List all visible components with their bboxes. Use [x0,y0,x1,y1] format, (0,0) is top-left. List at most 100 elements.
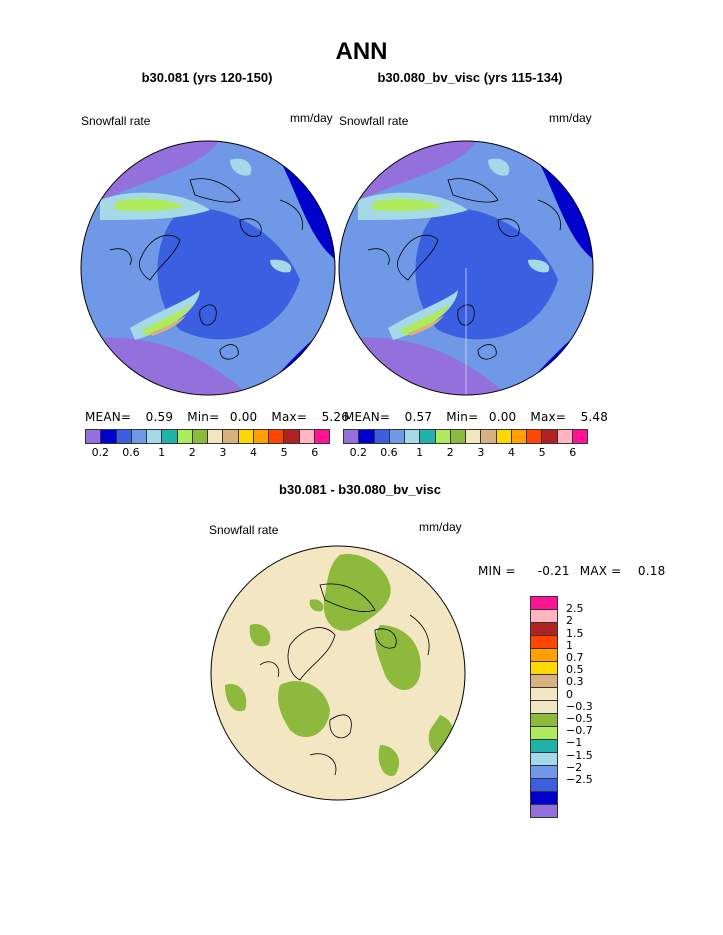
panel1-units-label: mm/day [290,111,333,125]
colorbar-tick-label: 1 [416,446,424,459]
panel2-units-label: mm/day [549,111,592,125]
colorbar-swatch [530,765,558,778]
colorbar-tick-label: 0.6 [122,446,140,459]
colorbar-tick-label: 0.2 [91,446,110,459]
colorbar-tick-label: −0.5 [566,711,593,725]
colorbar-tick-label: 0.6 [380,446,398,459]
colorbar-swatch [572,429,588,444]
colorbar-swatch [511,429,527,444]
diff-variable-label: Snowfall rate [209,523,279,537]
colorbar-tick-label: 2 [188,446,196,459]
diff-max-label: MAX = [579,564,622,578]
colorbar-swatch [343,429,360,444]
colorbar-tick-label: 0.3 [566,675,584,689]
panel2-max-value: 5.48 [580,410,609,424]
colorbar-tick-label: 3 [477,446,485,459]
panel1-variable-label: Snowfall rate [81,114,151,128]
colorbar-tick-label: −0.7 [566,724,593,738]
colorbar-tick-label: 5 [538,446,546,459]
panel2-stats: MEAN= 0.57 Min= 0.00 Max= 5.48 [344,410,608,424]
colorbar-swatch [530,622,558,635]
colorbar-tick-label: 0.5 [566,663,584,677]
colorbar-swatch [450,429,466,444]
colorbar-tick-label: 1 [158,446,166,459]
colorbar-tick-label: 6 [569,446,577,459]
colorbar-swatch [177,429,193,444]
colorbar-swatch [466,429,482,444]
colorbar-tick-label: 0.7 [566,650,584,664]
colorbar-swatch [530,661,558,674]
colorbar-swatch [530,752,558,765]
colorbar-swatch [496,429,512,444]
colorbar-swatch [359,429,375,444]
panel2-max-label: Max= [530,410,567,424]
colorbar-swatch [314,429,330,444]
colorbar-swatch [542,429,558,444]
colorbar-swatch [238,429,254,444]
colorbar-swatch [530,648,558,661]
panel1-mean-label: MEAN= [85,410,132,424]
colorbar-tick-label: 1.5 [566,626,584,640]
colorbar-tick-label: 2 [566,614,573,628]
colorbar-swatch [162,429,178,444]
diff-polar-map [210,545,466,801]
colorbar-tick-label: 5 [280,446,288,459]
diff-minmax: MIN = -0.21 MAX = 0.18 [478,564,665,578]
colorbar-swatch [530,700,558,713]
panel2-mean-label: MEAN= [344,410,391,424]
colorbar-tick-label: 1 [566,638,573,652]
panel2-mean-value: 0.57 [404,410,433,424]
colorbar-swatch [253,429,269,444]
diff-colorbar-ticks: 2.5 2 1.5 1 0.7 0.5 0.3 0 −0.3 −0.5 −0.7 −1 −1.5 −2 −2… [566,596,626,806]
panel1-max-value: 5.26 [321,410,350,424]
colorbar-swatch [405,429,421,444]
panel2-subtitle: b30.080_bv_visc (yrs 115-134) [377,70,563,85]
panel1-colorbar-ticks: 0.2 0.6 1 2 3 4 5 6 [85,446,330,460]
diff-min-label: MIN = [478,564,516,578]
colorbar-swatch [530,596,558,609]
colorbar-swatch [420,429,436,444]
colorbar-swatch [116,429,132,444]
colorbar-swatch [530,713,558,726]
colorbar-swatch [557,429,573,444]
panel2-colorbar-ticks: 0.2 0.6 1 2 3 4 5 6 [343,446,588,460]
panel2-variable-label: Snowfall rate [339,114,409,128]
colorbar-swatch [481,429,497,444]
colorbar-tick-label: −2.5 [566,772,593,786]
colorbar-swatch [530,609,558,622]
panel2-polar-map [338,140,594,396]
panel2-min-value: 0.00 [488,410,517,424]
colorbar-tick-label: 2 [446,446,454,459]
colorbar-swatch [530,804,558,818]
colorbar-tick-label: −1 [566,736,583,750]
panel1-min-label: Min= [187,410,220,424]
colorbar-swatch [530,739,558,752]
colorbar-swatch [131,429,147,444]
colorbar-swatch [530,635,558,648]
colorbar-swatch [530,778,558,791]
colorbar-swatch [284,429,300,444]
colorbar-tick-label: 2.5 [566,602,584,616]
colorbar-tick-label: 4 [249,446,257,459]
diff-units-label: mm/day [419,520,462,534]
colorbar-swatch [223,429,239,444]
panel1-max-label: Max= [271,410,308,424]
colorbar-swatch [101,429,117,444]
colorbar-swatch [374,429,390,444]
panel2-colorbar [343,429,588,444]
colorbar-swatch [85,429,102,444]
panel1-polar-map [80,140,336,396]
colorbar-swatch [530,726,558,739]
colorbar-tick-label: −1.5 [566,748,593,762]
panel1-subtitle: b30.081 (yrs 120-150) [141,70,273,85]
panel1-min-value: 0.00 [229,410,258,424]
diff-subtitle: b30.081 - b30.080_bv_visc [279,482,441,497]
colorbar-swatch [299,429,315,444]
colorbar-swatch [530,674,558,687]
diff-colorbar [530,596,558,818]
panel2-min-label: Min= [446,410,479,424]
colorbar-swatch [208,429,224,444]
colorbar-swatch [530,791,558,804]
colorbar-tick-label: 4 [507,446,515,459]
colorbar-swatch [435,429,451,444]
